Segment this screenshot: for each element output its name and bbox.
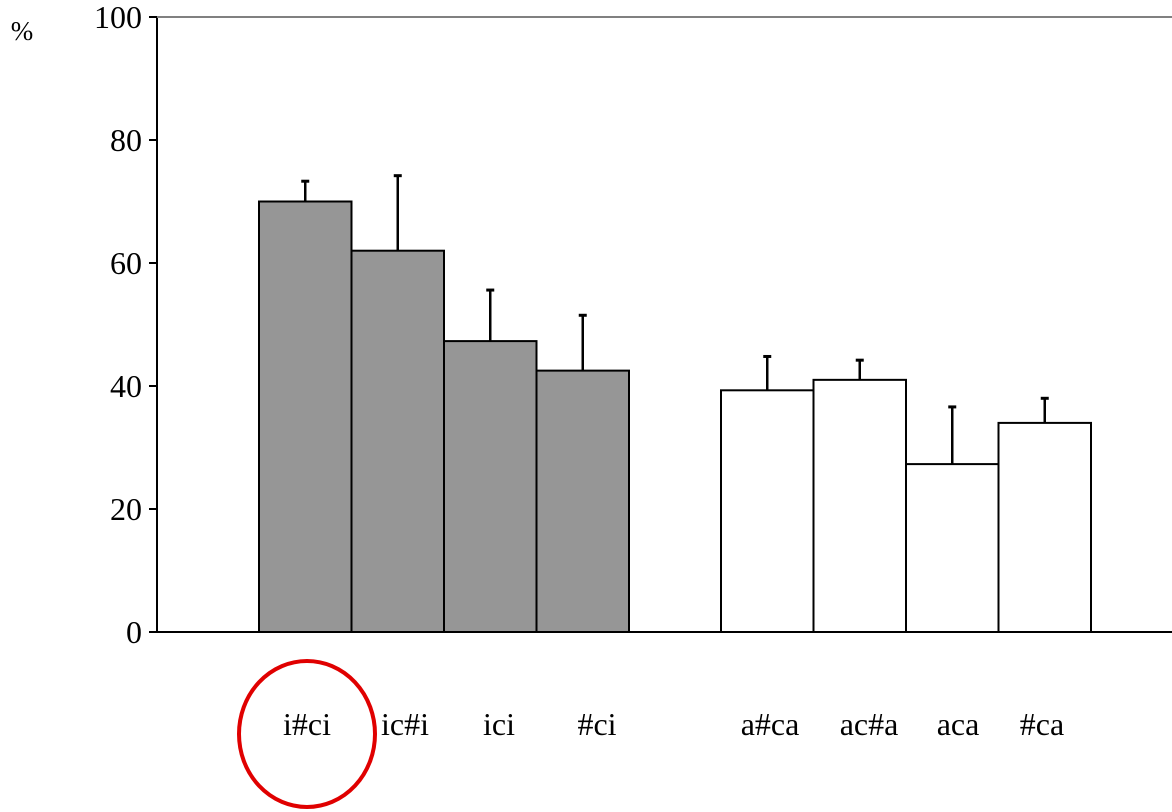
y-tick-label-20: 20 xyxy=(110,491,142,527)
error-bars-layer xyxy=(301,174,1049,465)
error-bar-i#ci xyxy=(301,179,310,202)
error-bar-ici xyxy=(486,288,495,342)
bar-a#ca xyxy=(720,389,815,633)
x-tick-label-#ca: #ca xyxy=(1020,706,1064,742)
error-bar-a#ca xyxy=(763,354,772,391)
x-tick-label-ic#i: ic#i xyxy=(381,706,429,742)
error-bar-ac#a xyxy=(855,358,864,380)
y-tick-label-40: 40 xyxy=(110,368,142,404)
bar-i#ci xyxy=(258,200,353,633)
x-tick-label-#ci: #ci xyxy=(577,706,616,742)
x-tick-label-ac#a: ac#a xyxy=(840,706,899,742)
bar-#ci xyxy=(535,369,630,633)
x-tick-label-a#ca: a#ca xyxy=(741,706,800,742)
y-tick-label-60: 60 xyxy=(110,245,142,281)
error-bar-#ci xyxy=(578,313,587,371)
axes-layer xyxy=(149,16,1172,633)
error-bar-ic#i xyxy=(393,174,402,251)
highlight-circle xyxy=(237,659,377,809)
bar-aca xyxy=(905,463,1000,634)
y-tick-label-0: 0 xyxy=(126,614,142,650)
labels-layer: 0 20 40 60 80 100% i#ci ic#i ici #ci a#ca ac#a aca #c… xyxy=(11,0,1064,809)
error-bar-aca xyxy=(948,405,957,465)
error-bar-#ca xyxy=(1040,396,1049,423)
bars-layer xyxy=(258,200,1092,634)
y-tick-label-80: 80 xyxy=(110,122,142,158)
x-tick-label-i#ci: i#ci xyxy=(283,706,331,742)
bar-ic#i xyxy=(350,249,445,633)
y-tick-label-100: 100 xyxy=(94,0,142,35)
x-tick-label-aca: aca xyxy=(937,706,980,742)
bar-ac#a xyxy=(812,378,907,633)
bar-#ca xyxy=(997,421,1092,633)
bar-ici xyxy=(443,340,538,633)
x-tick-label-ici: ici xyxy=(483,706,515,742)
y-axis-label: % xyxy=(11,16,34,46)
